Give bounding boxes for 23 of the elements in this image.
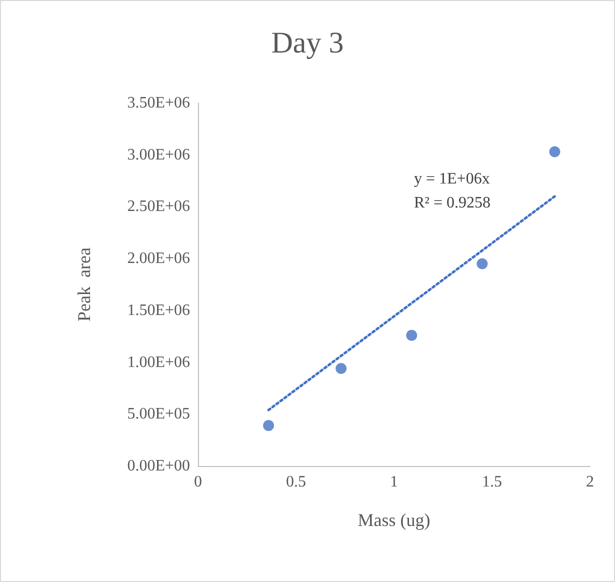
x-tick-label: 0.5 xyxy=(286,474,306,490)
x-tick-label: 0 xyxy=(194,474,202,490)
point xyxy=(549,146,560,158)
y-tick-label: 0.00E+00 xyxy=(127,458,190,474)
point xyxy=(476,258,488,270)
y-tick-label: 3.50E+06 xyxy=(127,94,190,112)
chart-title: Day 3 xyxy=(271,26,344,60)
x-tick-label: 1 xyxy=(390,474,398,490)
y-tick-label: 5.00E+05 xyxy=(127,406,190,423)
point xyxy=(263,420,274,432)
y-tick-label: 1.50E+06 xyxy=(127,302,190,319)
y-tick-label: 3.00E+06 xyxy=(127,146,190,164)
point xyxy=(336,363,347,374)
y-tick-label: 1.00E+06 xyxy=(127,354,190,371)
annotation: R² = 0.9258 xyxy=(414,194,490,212)
y-tick-label: 2.50E+06 xyxy=(127,198,190,216)
y-axis-title: Peak area xyxy=(74,248,94,322)
x-tick-label: 2 xyxy=(586,474,594,490)
x-tick-label: 1.5 xyxy=(482,474,502,490)
point xyxy=(406,330,418,341)
x-axis-title: Mass (ug) xyxy=(358,510,430,530)
y-tick-label: 2.00E+06 xyxy=(127,250,190,268)
annotation: y = 1E+06x xyxy=(414,170,490,188)
